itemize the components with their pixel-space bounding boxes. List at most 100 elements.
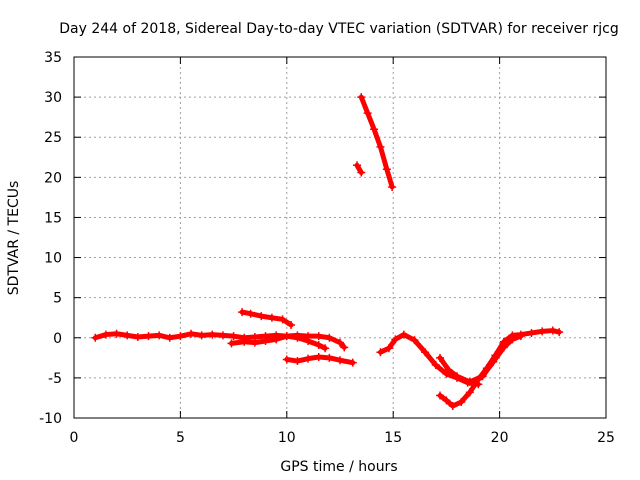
x-tick-labels: 0 5 10 15 20 25 bbox=[70, 430, 615, 446]
y-tick-label: 35 bbox=[44, 50, 62, 66]
data-series-arc4 bbox=[282, 353, 357, 367]
data-point bbox=[91, 333, 100, 342]
y-tick-labels: -10 -5 0 5 10 15 20 25 30 35 bbox=[39, 50, 62, 427]
data-point bbox=[261, 336, 270, 345]
data-point bbox=[336, 356, 344, 365]
y-tick-label: -10 bbox=[39, 411, 62, 427]
data-point bbox=[257, 312, 266, 321]
y-axis-label: SDTVAR / TECUs bbox=[6, 181, 22, 296]
data-point bbox=[399, 330, 408, 339]
data-point bbox=[187, 329, 196, 338]
x-tick-label: 25 bbox=[597, 430, 615, 446]
data-point bbox=[229, 332, 238, 341]
data-point bbox=[246, 309, 255, 318]
y-tick-label: 10 bbox=[44, 251, 62, 267]
data-point bbox=[421, 348, 430, 357]
plot-frame bbox=[73, 56, 607, 419]
data-point bbox=[376, 348, 385, 357]
data-point bbox=[474, 375, 483, 384]
data-point bbox=[491, 351, 500, 360]
data-point bbox=[293, 357, 302, 366]
data-point bbox=[282, 332, 291, 341]
data-point bbox=[363, 109, 372, 118]
data-point bbox=[340, 343, 349, 352]
data-series-arc5 bbox=[353, 161, 366, 177]
data-point bbox=[250, 338, 259, 347]
x-tick-label: 10 bbox=[278, 430, 296, 446]
data-series-arc1 bbox=[91, 329, 349, 352]
data-point bbox=[293, 333, 302, 342]
data-line bbox=[228, 333, 328, 351]
axis-ticks bbox=[73, 56, 607, 419]
data-point bbox=[238, 308, 247, 317]
data-point bbox=[218, 331, 227, 340]
data-line bbox=[358, 94, 395, 190]
data-point bbox=[227, 339, 236, 348]
data-point bbox=[304, 336, 313, 345]
chart-title: Day 244 of 2018, Sidereal Day-to-day VTE… bbox=[59, 21, 618, 37]
data-point bbox=[388, 182, 397, 191]
x-tick-label: 20 bbox=[491, 430, 509, 446]
data-point bbox=[482, 364, 491, 373]
y-tick-label: 30 bbox=[44, 90, 62, 106]
data-point bbox=[391, 335, 400, 344]
data-series-arc6 bbox=[357, 93, 397, 191]
y-tick-label: 5 bbox=[53, 291, 62, 307]
data-point bbox=[325, 353, 334, 362]
y-tick-label: 0 bbox=[53, 331, 62, 347]
data-point bbox=[197, 331, 206, 340]
data-point bbox=[267, 313, 276, 322]
data-point bbox=[304, 354, 313, 363]
data-point bbox=[336, 338, 344, 347]
data-point bbox=[348, 358, 357, 367]
data-point bbox=[321, 344, 330, 353]
data-point bbox=[465, 388, 474, 397]
data-point bbox=[272, 335, 281, 344]
data-point bbox=[384, 344, 393, 353]
data-point bbox=[538, 327, 547, 336]
data-point bbox=[278, 315, 287, 324]
data-point bbox=[508, 331, 517, 340]
data-point bbox=[287, 320, 296, 329]
y-tick-label: 20 bbox=[44, 170, 62, 186]
data-point bbox=[101, 330, 110, 339]
data-point bbox=[453, 372, 462, 381]
data-point bbox=[448, 401, 457, 410]
data-point bbox=[431, 361, 440, 370]
data-point bbox=[282, 355, 291, 364]
data-point bbox=[442, 369, 451, 378]
data-point bbox=[123, 331, 132, 340]
data-point bbox=[444, 365, 453, 374]
data-marks bbox=[91, 93, 564, 410]
x-tick-label: 15 bbox=[384, 430, 402, 446]
data-point bbox=[314, 332, 323, 341]
data-point bbox=[144, 332, 153, 341]
data-series-arc9 bbox=[436, 326, 564, 410]
data-point bbox=[240, 337, 249, 346]
data-point bbox=[382, 165, 391, 174]
data-point bbox=[457, 397, 466, 406]
y-tick-label: 15 bbox=[44, 210, 62, 226]
grid-lines bbox=[74, 57, 606, 418]
data-point bbox=[155, 331, 164, 340]
data-series-arc3 bbox=[238, 308, 296, 329]
x-tick-label: 0 bbox=[70, 430, 79, 446]
x-tick-label: 5 bbox=[176, 430, 185, 446]
data-point bbox=[325, 333, 334, 342]
data-point bbox=[208, 330, 217, 339]
data-point bbox=[112, 329, 121, 338]
data-point bbox=[165, 333, 174, 342]
data-point bbox=[516, 330, 525, 339]
data-point bbox=[442, 396, 451, 405]
data-point bbox=[436, 353, 445, 362]
data-point bbox=[176, 332, 185, 341]
data-point bbox=[527, 328, 536, 337]
data-point bbox=[548, 326, 557, 335]
data-point bbox=[353, 161, 362, 170]
y-tick-label: -5 bbox=[48, 371, 62, 387]
data-point bbox=[555, 328, 564, 337]
data-point bbox=[133, 332, 142, 341]
data-point bbox=[410, 336, 419, 345]
data-point bbox=[370, 125, 379, 134]
